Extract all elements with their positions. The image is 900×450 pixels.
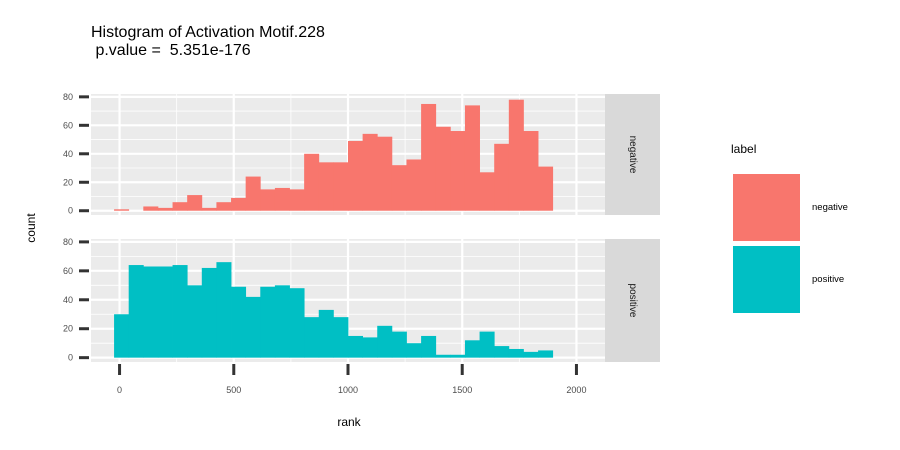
chart-subtitle: p.value = 5.351e-176 — [91, 42, 251, 59]
histogram-bar — [479, 172, 495, 211]
histogram-bar — [318, 309, 334, 358]
legend-key — [733, 174, 800, 241]
histogram-bar — [464, 340, 480, 358]
histogram-bar — [348, 140, 364, 211]
histogram-bar — [377, 136, 393, 211]
histogram-bar — [508, 348, 524, 358]
histogram-bar — [538, 350, 554, 358]
histogram-bar — [421, 335, 437, 358]
histogram-bar — [157, 266, 173, 358]
histogram-bar — [260, 286, 276, 358]
histogram-bar — [128, 265, 144, 358]
histogram-bar — [538, 166, 554, 211]
histogram-bar — [216, 262, 232, 358]
y-tick-label: 40 — [63, 149, 73, 159]
legend-title: label — [731, 142, 756, 156]
histogram-bar — [391, 165, 407, 211]
histogram-bar — [333, 317, 349, 358]
histogram-bar — [494, 346, 510, 358]
histogram-bar — [508, 99, 524, 211]
histogram-bar — [435, 126, 451, 211]
y-tick-label: 60 — [63, 120, 73, 130]
histogram-bar — [260, 189, 276, 211]
histogram-bar — [231, 286, 247, 358]
histogram-bar — [494, 143, 510, 211]
histogram-bar — [289, 288, 305, 358]
histogram-bar — [348, 335, 364, 358]
panel-negative: 0 20 40 60 80 negative — [63, 92, 660, 216]
facet-strip-label: negative — [627, 136, 638, 174]
histogram-bar — [143, 206, 159, 211]
histogram-bar — [172, 202, 188, 211]
histogram-bar — [231, 197, 247, 211]
panel-positive: 0 20 40 60 80 positive — [63, 237, 660, 363]
histogram-bar — [187, 195, 203, 211]
facet-strip — [605, 94, 660, 215]
histogram-bar — [201, 207, 217, 211]
histogram-bar — [479, 331, 495, 358]
legend: label negative positive — [731, 142, 848, 313]
histogram-bar — [333, 162, 349, 211]
y-tick-label: 80 — [63, 92, 73, 102]
legend-label: positive — [812, 274, 844, 285]
histogram-bar — [304, 317, 320, 358]
legend-key — [733, 246, 800, 313]
histogram-bar — [406, 343, 422, 358]
histogram-bar — [245, 296, 261, 358]
histogram-bar — [172, 265, 188, 358]
facet-panels: 0 20 40 60 80 negative 0 20 40 60 80 positive — [63, 92, 660, 363]
x-axis-title: rank — [337, 415, 361, 429]
y-tick-label: 80 — [63, 237, 73, 247]
histogram-bar — [318, 162, 334, 211]
histogram-bar — [245, 176, 261, 211]
histogram-bar — [304, 153, 320, 211]
histogram-bar — [450, 354, 466, 358]
x-axis: 0 500 1000 1500 2000 — [117, 364, 586, 395]
facet-strip — [605, 239, 660, 362]
histogram-bar — [216, 202, 232, 211]
histogram-bar — [157, 207, 173, 211]
legend-label: negative — [812, 202, 848, 213]
histogram-bar — [289, 189, 305, 211]
chart-title: Histogram of Activation Motif.228 — [91, 24, 325, 41]
y-tick-label: 40 — [63, 295, 73, 305]
histogram-bar — [362, 133, 378, 211]
x-tick-label: 500 — [226, 385, 241, 395]
histogram-bar — [435, 354, 451, 358]
histogram-bar — [143, 266, 159, 358]
histogram-bar — [421, 103, 437, 211]
histogram-bar — [377, 325, 393, 358]
histogram-bar — [464, 105, 480, 211]
facet-strip-label: positive — [627, 284, 638, 318]
y-tick-label: 0 — [68, 206, 73, 216]
y-tick-label: 60 — [63, 266, 73, 276]
histogram-bar — [114, 314, 130, 358]
x-tick-label: 2000 — [566, 385, 586, 395]
histogram-bar — [406, 159, 422, 211]
histogram-bar — [274, 285, 290, 358]
x-tick-label: 0 — [117, 385, 122, 395]
histogram-bar — [187, 285, 203, 358]
y-tick-label: 20 — [63, 324, 73, 334]
y-tick-label: 0 — [68, 353, 73, 363]
histogram-bar — [201, 267, 217, 358]
histogram-bar — [362, 337, 378, 358]
histogram-bar — [450, 131, 466, 211]
x-tick-label: 1500 — [452, 385, 472, 395]
x-tick-label: 1000 — [338, 385, 358, 395]
histogram-bar — [114, 209, 130, 211]
y-axis-title: count — [24, 213, 38, 243]
histogram-bar — [391, 331, 407, 358]
histogram-bar — [274, 187, 290, 211]
histogram-bar — [523, 131, 539, 211]
y-tick-label: 20 — [63, 177, 73, 187]
histogram-bar — [523, 351, 539, 358]
